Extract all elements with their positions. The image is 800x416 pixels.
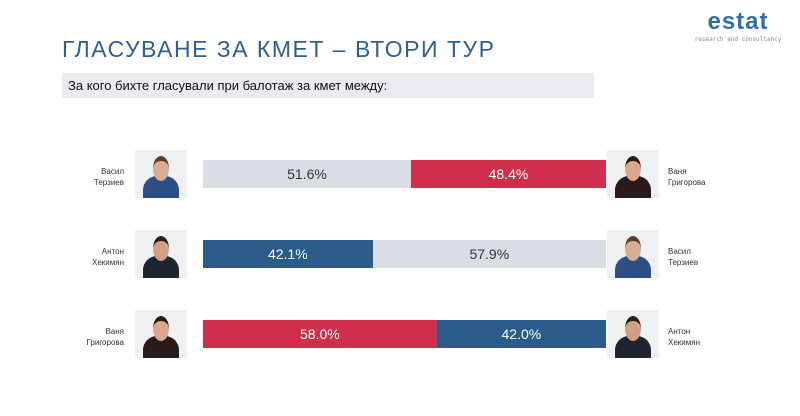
page-title: ГЛАСУВАНЕ ЗА КМЕТ – ВТОРИ ТУР [62,36,496,62]
candidate-photo [607,150,659,198]
candidate-photo [607,230,659,278]
stacked-bar: 51.6% 48.4% [203,160,606,188]
data-label: 42.0% [501,326,542,342]
data-label: 57.9% [469,246,510,262]
data-label: 58.0% [300,326,340,342]
candidate-name: Антон Хекимян [91,247,124,267]
data-label: 48.4% [488,166,529,182]
estat-logo: estat research and consultancy [694,8,782,43]
candidate-name: Ваня Григорова [668,167,706,187]
question-subtitle: За кого бихте гласували при балотаж за к… [62,73,594,98]
matchup-row: Ваня Григорова Антон Хекимян 58.0% 42.0% [0,310,800,370]
candidate-photo [135,150,187,198]
bar-segment-right: 48.4% [410,160,606,188]
candidate-name: Васил Терзиев [93,167,124,187]
bar-segment-right: 57.9% [372,240,606,268]
candidate-photo [135,230,187,278]
data-label: 51.6% [287,166,327,182]
stacked-bar: 58.0% 42.0% [203,320,606,348]
candidate-name: Антон Хекимян [668,327,701,347]
bar-segment-left: 51.6% [203,160,411,188]
matchup-row: Антон Хекимян Васил Терзиев 42.1% 57.9% [0,230,800,290]
candidate-photo [135,310,187,358]
stacked-bar: 42.1% 57.9% [203,240,606,268]
candidate-photo [607,310,659,358]
matchup-row: Васил Терзиев Ваня Григорова 51.6% 48.4% [0,150,800,210]
data-label: 42.1% [267,246,308,262]
bar-segment-left: 58.0% [203,320,437,348]
bar-segment-left: 42.1% [203,240,373,268]
candidate-name: Ваня Григорова [86,327,125,347]
bar-segment-right: 42.0% [436,320,606,348]
candidate-name: Васил Терзиев [668,247,699,267]
